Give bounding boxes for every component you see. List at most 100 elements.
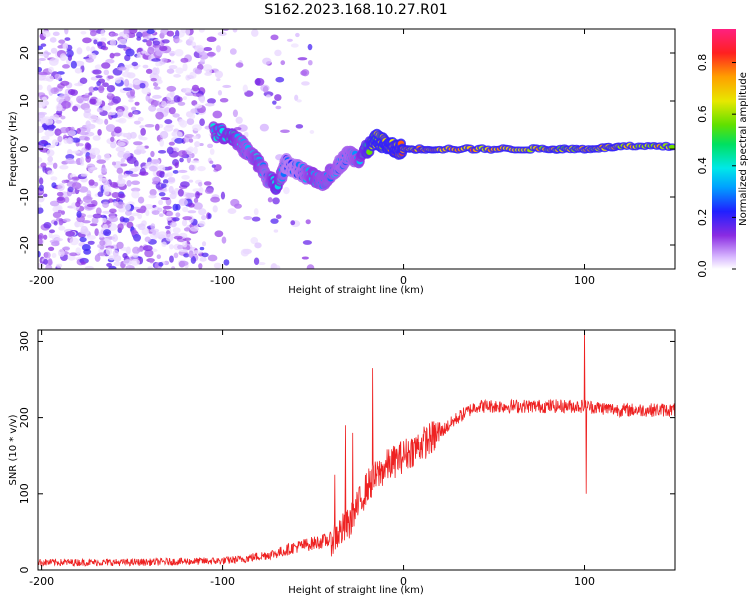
spectrogram-noise-point: [168, 141, 175, 146]
spectrogram-noise-point: [52, 162, 58, 169]
spectrogram-noise-point: [38, 237, 43, 246]
spectrogram-ytick-label: 10: [18, 94, 31, 108]
spectrogram-noise-point: [162, 205, 172, 210]
spectrogram-noise-point: [64, 37, 71, 41]
spectrogram-noise-point: [113, 261, 121, 267]
spectrogram-noise-point: [307, 59, 313, 66]
spectrogram-noise-point: [274, 94, 282, 101]
spectrogram-noise-point: [102, 105, 112, 111]
spectrogram-noise-point: [251, 216, 261, 222]
colorbar-tick-label: 0.8: [696, 54, 709, 72]
spectrogram-noise-point: [242, 84, 248, 93]
spectrogram-noise-point: [105, 58, 115, 64]
spectrogram-noise-point: [155, 111, 164, 120]
spectrogram-noise-point: [40, 140, 48, 145]
spectrogram-xtick-label: 100: [574, 274, 595, 287]
spectrogram-noise-point: [104, 118, 109, 125]
spectrogram-noise-point: [162, 179, 169, 184]
spectrogram-noise-point: [44, 130, 55, 137]
spectrogram-noise-point: [170, 221, 177, 228]
spectrogram-noise-point: [75, 201, 81, 208]
spectrogram-noise-point: [42, 31, 51, 38]
spectrogram-noise-point: [53, 220, 58, 226]
snr-xtick-label: -100: [210, 575, 235, 588]
spectrogram-noise-point: [243, 215, 253, 220]
spectrogram-noise-point: [270, 218, 279, 224]
spectrogram-noise-point: [114, 255, 122, 262]
spectrogram-noise-point: [156, 107, 163, 113]
spectrogram-noise-point: [98, 85, 105, 94]
spectrogram-noise-point: [59, 126, 70, 134]
spectrogram-noise-point: [172, 227, 181, 234]
spectrogram-noise-point: [270, 34, 279, 41]
spectrogram-noise-point: [232, 29, 238, 33]
spectrogram-noise-point: [59, 164, 69, 170]
spectrogram-noise-point: [154, 123, 160, 131]
spectrogram-noise-point: [129, 173, 139, 177]
spectrogram-noise-point: [97, 252, 107, 257]
spectrogram-noise-point: [294, 94, 299, 101]
spectrogram-noise-point: [216, 78, 221, 82]
spectrogram-noise-point: [124, 210, 132, 216]
spectrogram-noise-point: [52, 114, 60, 121]
spectrogram-noise-point: [122, 87, 133, 91]
spectrogram-noise-point: [253, 257, 260, 265]
spectrogram-noise-point: [177, 244, 184, 250]
spectrogram-noise-point: [296, 99, 302, 103]
spectrogram-noise-point: [144, 249, 154, 258]
spectrogram-noise-point: [82, 94, 90, 102]
spectrogram-noise-point: [38, 233, 44, 240]
spectrogram-noise-point: [166, 30, 175, 37]
spectrogram-noise-point: [38, 57, 46, 62]
spectrogram-noise-point: [159, 213, 164, 218]
spectrogram-noise-point: [203, 46, 213, 52]
spectrogram-noise-point: [194, 44, 204, 53]
spectrogram-noise-point: [152, 94, 162, 99]
spectrogram-noise-point: [166, 146, 174, 155]
spectrogram-noise-point: [136, 145, 146, 151]
spectrogram-noise-point: [153, 86, 161, 90]
spectrogram-noise-point: [56, 96, 64, 103]
spectrogram-noise-point: [141, 227, 150, 236]
spectrogram-noise-point: [116, 108, 124, 117]
spectrogram-noise-point: [97, 128, 102, 136]
spectrogram-noise-point: [95, 207, 102, 215]
spectrogram-noise-point: [45, 144, 56, 149]
spectrogram-noise-point: [206, 36, 217, 43]
spectrogram-noise-point: [170, 60, 175, 64]
spectrogram-noise-point: [83, 107, 92, 114]
spectrogram-noise-point: [173, 131, 183, 139]
spectrogram-noise-point: [204, 188, 214, 194]
spectrogram-noise-point: [116, 66, 127, 71]
spectrogram-noise-point: [167, 176, 176, 183]
spectrogram-noise-point: [149, 188, 157, 196]
spectrogram-noise-point: [138, 29, 148, 32]
spectrogram-noise-point: [305, 219, 311, 225]
spectrogram-noise-point: [64, 29, 69, 35]
snr-background: [38, 330, 675, 570]
spectrogram-noise-point: [121, 110, 130, 118]
spectrogram-noise-point: [90, 147, 101, 156]
spectrogram-noise-point: [94, 228, 99, 237]
spectrogram-noise-point: [267, 197, 273, 203]
spectrogram-noise-point: [82, 195, 93, 203]
spectrogram-noise-point: [158, 262, 164, 267]
spectrogram-noise-point: [38, 262, 45, 268]
spectrogram-noise-point: [76, 47, 83, 55]
spectrogram-noise-point: [206, 51, 216, 57]
spectrogram-noise-point: [84, 136, 90, 141]
spectrogram-noise-point: [179, 260, 189, 266]
spectrogram-noise-point: [198, 29, 205, 33]
colorbar-tick-label: 0.4: [696, 157, 709, 175]
spectrogram-noise-point: [86, 235, 96, 240]
spectrogram-noise-point: [84, 142, 91, 150]
spectrogram-noise-point: [166, 68, 175, 74]
spectrogram-noise-point: [194, 104, 203, 109]
spectrogram-noise-point: [61, 179, 67, 184]
spectrogram-noise-point: [71, 150, 81, 154]
spectrogram-noise-point: [199, 142, 204, 147]
spectrogram-noise-point: [88, 86, 95, 93]
spectrogram-noise-point: [191, 84, 200, 92]
spectrogram-noise-point: [89, 167, 98, 171]
